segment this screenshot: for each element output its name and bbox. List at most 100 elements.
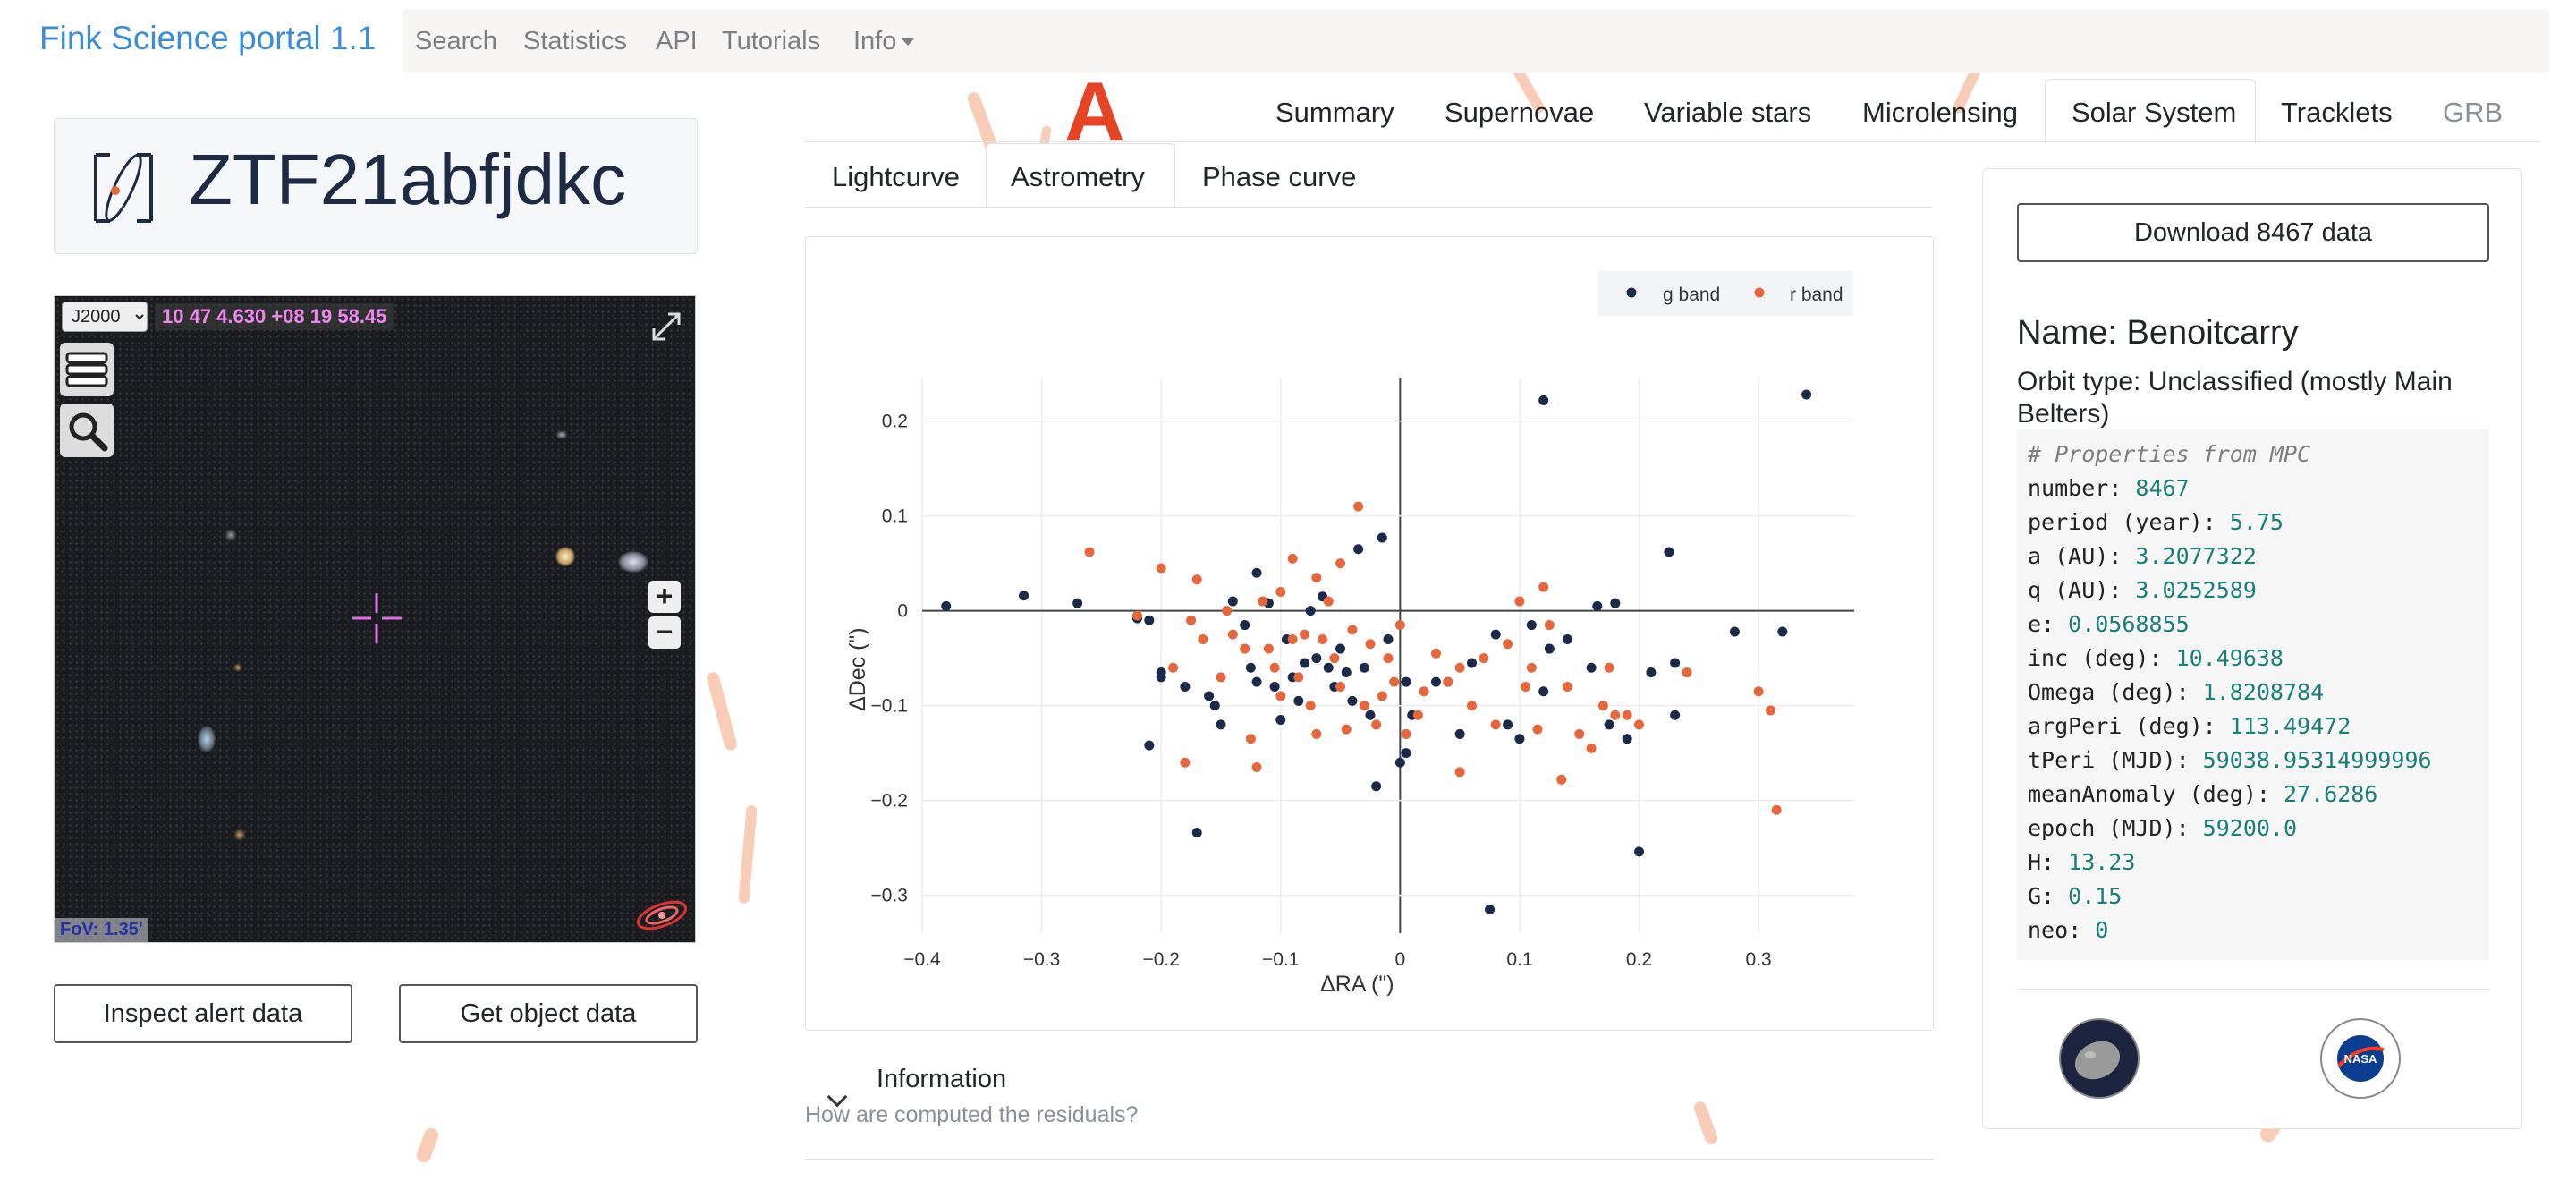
g-band-point[interactable] [1323,662,1334,673]
r-band-point[interactable] [1198,633,1208,644]
r-band-point[interactable] [1258,596,1268,607]
get-object-data-button[interactable]: Get object data [399,984,698,1043]
g-band-point[interactable] [1144,615,1155,625]
tab-summary[interactable]: Summary [1275,97,1394,128]
r-band-point[interactable] [1479,653,1489,664]
g-band-point[interactable] [1777,626,1788,637]
g-band-point[interactable] [1371,781,1382,792]
r-band-point[interactable] [1454,662,1465,673]
inspect-alert-button[interactable]: Inspect alert data [54,984,352,1043]
r-band-point[interactable] [1586,743,1597,753]
g-band-point[interactable] [1646,667,1657,678]
g-band-point[interactable] [1251,676,1262,687]
g-band-point[interactable] [1347,695,1358,706]
r-band-point[interactable] [1353,501,1364,512]
g-band-point[interactable] [1634,846,1645,857]
g-band-point[interactable] [1562,633,1572,644]
g-band-point[interactable] [1191,828,1202,838]
r-band-point[interactable] [1610,710,1621,720]
r-band-point[interactable] [1222,606,1233,616]
g-band-point[interactable] [1251,567,1262,578]
g-band-point[interactable] [1180,681,1191,692]
r-band-point[interactable] [1490,719,1501,730]
r-band-point[interactable] [1335,558,1346,569]
r-band-point[interactable] [1383,653,1394,664]
r-band-point[interactable] [1341,724,1352,735]
g-band-point[interactable] [1209,701,1220,711]
r-band-point[interactable] [1556,774,1567,785]
g-band-point[interactable] [1538,686,1549,697]
r-band-point[interactable] [1311,728,1322,739]
r-band-point[interactable] [1323,596,1334,607]
g-band-point[interactable] [1604,719,1614,730]
zoom-in-button[interactable]: + [648,581,681,613]
r-band-point[interactable] [1538,582,1549,592]
tab-supernovae[interactable]: Supernovae [1445,97,1595,128]
r-band-point[interactable] [1682,667,1692,678]
g-band-point[interactable] [1383,633,1394,644]
search-button[interactable] [60,404,114,457]
r-band-point[interactable] [1287,553,1298,564]
g-band-point[interactable] [1293,695,1304,706]
r-band-point[interactable] [1622,710,1632,720]
tab-lightcurve[interactable]: Lightcurve [832,161,961,192]
r-band-point[interactable] [1765,705,1775,716]
g-band-point[interactable] [1377,532,1387,543]
r-band-point[interactable] [1562,681,1572,692]
r-band-point[interactable] [1227,629,1238,640]
g-band-point[interactable] [1156,672,1166,683]
g-band-point[interactable] [1454,728,1465,739]
g-band-point[interactable] [1019,591,1030,601]
g-band-point[interactable] [1359,662,1369,673]
g-band-point[interactable] [1729,626,1740,637]
g-band-point[interactable] [1514,734,1525,744]
r-band-point[interactable] [1377,691,1387,701]
r-band-point[interactable] [1251,762,1262,773]
g-band-point[interactable] [1269,681,1280,692]
r-band-point[interactable] [1186,615,1197,625]
tab-tracklets[interactable]: Tracklets [2281,97,2393,128]
r-band-point[interactable] [1526,662,1537,673]
g-band-point[interactable] [1526,620,1537,631]
r-band-point[interactable] [1275,691,1286,701]
g-band-point[interactable] [941,600,952,611]
r-band-point[interactable] [1180,757,1191,768]
layers-button[interactable] [60,343,114,396]
g-band-point[interactable] [1072,598,1083,608]
r-band-point[interactable] [1454,767,1465,778]
g-band-point[interactable] [1664,547,1674,557]
r-band-point[interactable] [1604,662,1614,673]
nav-tutorials[interactable]: Tutorials [722,27,821,55]
g-band-point[interactable] [1240,620,1250,631]
r-band-point[interactable] [1371,719,1382,730]
r-band-point[interactable] [1467,701,1478,711]
r-band-point[interactable] [1299,629,1309,640]
r-band-point[interactable] [1544,620,1555,631]
r-band-point[interactable] [1216,672,1226,683]
g-band-point[interactable] [1311,653,1322,664]
r-band-point[interactable] [1335,681,1346,692]
g-band-point[interactable] [1670,710,1681,720]
r-band-point[interactable] [1753,686,1764,697]
r-band-point[interactable] [1514,596,1525,607]
r-band-point[interactable] [1269,662,1280,673]
g-band-point[interactable] [1144,740,1155,751]
g-band-point[interactable] [1670,658,1681,668]
g-band-point[interactable] [1275,715,1286,726]
r-band-point[interactable] [1275,586,1286,597]
legend-r-band-label[interactable]: r band [1790,285,1843,305]
astrometry-scatter-chart[interactable]: −0.4 −0.3 −0.2 −0.1 0 0.1 0.2 0.3 −0.3 −0.2 −0.1 0 0… [806,237,1935,1032]
download-data-button[interactable]: Download 8467 data [2017,203,2489,262]
g-band-point[interactable] [1610,598,1621,608]
g-band-point[interactable] [1622,734,1632,744]
r-band-point[interactable] [1574,728,1585,739]
g-band-point[interactable] [1335,643,1346,654]
fullscreen-icon[interactable] [647,307,686,346]
r-band-point[interactable] [1347,625,1358,635]
g-band-point[interactable] [1394,757,1405,768]
nav-info-dropdown[interactable]: Info [853,27,915,56]
nasa-logo-icon[interactable]: NASA [2319,1017,2402,1100]
g-band-point[interactable] [1801,389,1812,400]
g-band-point[interactable] [1592,600,1603,611]
nav-search[interactable]: Search [415,27,497,55]
